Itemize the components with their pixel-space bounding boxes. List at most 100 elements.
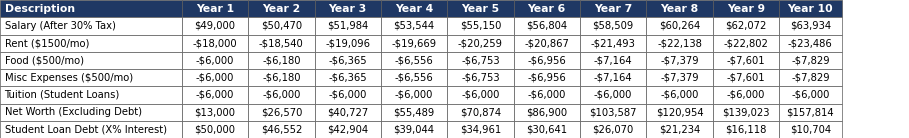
Bar [713, 104, 779, 121]
Text: Year 7: Year 7 [594, 4, 633, 14]
Bar [248, 86, 315, 104]
Text: $40,727: $40,727 [327, 107, 368, 117]
Bar [514, 34, 580, 52]
Text: -$19,096: -$19,096 [325, 38, 370, 48]
Text: -$21,493: -$21,493 [591, 38, 635, 48]
Bar [315, 34, 381, 52]
Text: Student Loan Debt (X% Interest): Student Loan Debt (X% Interest) [5, 124, 166, 134]
Text: -$6,556: -$6,556 [395, 55, 434, 65]
Bar [646, 69, 713, 86]
Bar [580, 121, 646, 138]
Bar [580, 69, 646, 86]
Bar [0, 104, 182, 121]
Bar [315, 52, 381, 69]
Bar [779, 52, 842, 69]
Bar [381, 52, 447, 69]
Text: $55,489: $55,489 [394, 107, 435, 117]
Bar [248, 52, 315, 69]
Text: $10,704: $10,704 [790, 124, 831, 134]
Text: Description: Description [5, 4, 75, 14]
Bar [779, 0, 842, 17]
Bar [248, 69, 315, 86]
Bar [447, 69, 514, 86]
Text: $62,072: $62,072 [725, 21, 766, 31]
Text: $51,984: $51,984 [327, 21, 368, 31]
Bar [447, 104, 514, 121]
Bar [779, 69, 842, 86]
Text: -$6,180: -$6,180 [262, 73, 301, 83]
Text: -$22,138: -$22,138 [657, 38, 702, 48]
Bar [381, 69, 447, 86]
Text: -$6,000: -$6,000 [262, 90, 301, 100]
Text: $53,544: $53,544 [394, 21, 435, 31]
Bar [779, 17, 842, 34]
Text: Tuition (Student Loans): Tuition (Student Loans) [5, 90, 120, 100]
Bar [182, 17, 248, 34]
Bar [713, 86, 779, 104]
Bar [713, 34, 779, 52]
Text: -$6,365: -$6,365 [328, 55, 367, 65]
Text: -$6,753: -$6,753 [461, 55, 500, 65]
Bar [447, 86, 514, 104]
Text: -$20,259: -$20,259 [458, 38, 503, 48]
Bar [447, 0, 514, 17]
Text: -$7,829: -$7,829 [791, 55, 830, 65]
Text: -$6,753: -$6,753 [461, 73, 500, 83]
Text: $34,961: $34,961 [460, 124, 501, 134]
Text: -$7,379: -$7,379 [660, 55, 699, 65]
Bar [248, 17, 315, 34]
Text: -$6,000: -$6,000 [195, 90, 235, 100]
Text: $39,044: $39,044 [394, 124, 435, 134]
Text: -$6,000: -$6,000 [328, 90, 367, 100]
Bar [315, 86, 381, 104]
Bar [779, 121, 842, 138]
Bar [779, 34, 842, 52]
Text: $26,070: $26,070 [593, 124, 634, 134]
Text: -$7,164: -$7,164 [594, 73, 633, 83]
Bar [182, 34, 248, 52]
Text: $30,641: $30,641 [526, 124, 567, 134]
Text: -$19,669: -$19,669 [392, 38, 436, 48]
Bar [713, 0, 779, 17]
Text: $60,264: $60,264 [659, 21, 700, 31]
Bar [182, 104, 248, 121]
Text: -$6,000: -$6,000 [195, 73, 235, 83]
Bar [315, 121, 381, 138]
Bar [580, 86, 646, 104]
Bar [248, 34, 315, 52]
Text: $13,000: $13,000 [195, 107, 235, 117]
Bar [580, 52, 646, 69]
Text: $26,570: $26,570 [261, 107, 302, 117]
Text: -$6,000: -$6,000 [726, 90, 765, 100]
Text: -$6,000: -$6,000 [660, 90, 699, 100]
Text: -$7,601: -$7,601 [726, 55, 765, 65]
Bar [0, 69, 182, 86]
Text: $157,814: $157,814 [786, 107, 834, 117]
Text: Year 2: Year 2 [262, 4, 301, 14]
Bar [646, 0, 713, 17]
Text: Net Worth (Excluding Debt): Net Worth (Excluding Debt) [5, 107, 142, 117]
Text: $56,804: $56,804 [526, 21, 567, 31]
Bar [381, 86, 447, 104]
Bar [514, 69, 580, 86]
Bar [182, 121, 248, 138]
Text: -$7,164: -$7,164 [594, 55, 633, 65]
Bar [514, 121, 580, 138]
Text: $50,470: $50,470 [261, 21, 302, 31]
Text: Food ($500/mo): Food ($500/mo) [5, 55, 84, 65]
Bar [514, 104, 580, 121]
Text: $42,904: $42,904 [327, 124, 368, 134]
Bar [779, 104, 842, 121]
Text: -$7,601: -$7,601 [726, 73, 765, 83]
Bar [182, 86, 248, 104]
Bar [646, 104, 713, 121]
Bar [713, 121, 779, 138]
Text: Year 4: Year 4 [395, 4, 434, 14]
Bar [381, 17, 447, 34]
Bar [248, 104, 315, 121]
Bar [315, 69, 381, 86]
Text: -$22,802: -$22,802 [724, 38, 768, 48]
Text: Misc Expenses ($500/mo): Misc Expenses ($500/mo) [5, 73, 133, 83]
Text: $70,874: $70,874 [460, 107, 501, 117]
Bar [447, 17, 514, 34]
